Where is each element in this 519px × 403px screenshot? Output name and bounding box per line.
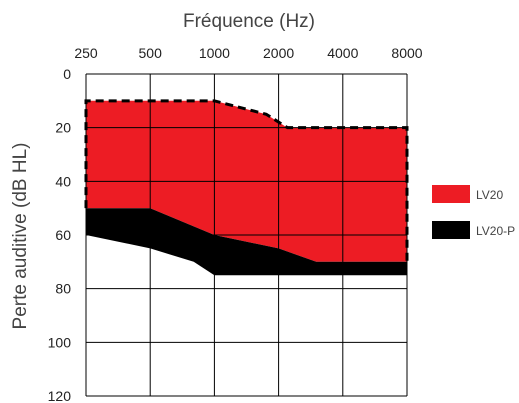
chart-title: Fréquence (Hz) <box>183 11 315 32</box>
y-tick-label-60: 60 <box>55 227 71 243</box>
y-tick-label-120: 120 <box>48 388 72 403</box>
series-boundary-dashed <box>84 99 409 262</box>
y-tick-label-100: 100 <box>48 334 72 350</box>
x-tick-label-1000: 1000 <box>199 45 230 61</box>
y-tick-label-0: 0 <box>63 66 71 82</box>
legend-label-lv20: LV20 <box>476 188 503 202</box>
y-tick-label-20: 20 <box>55 120 71 136</box>
grid-layer <box>85 73 408 397</box>
legend: LV20 LV20-P <box>432 185 515 239</box>
y-tick-labels: 0 20 40 60 80 100 120 <box>48 66 72 403</box>
x-tick-label-500: 500 <box>139 45 163 61</box>
series-band-lv20-p <box>86 208 407 276</box>
y-tick-label-80: 80 <box>55 281 71 297</box>
legend-label-lv20-p: LV20-P <box>476 224 515 238</box>
boundary-layer <box>84 99 409 262</box>
legend-swatch-lv20-p <box>432 221 470 239</box>
series-layer <box>86 100 407 276</box>
legend-swatch-lv20 <box>432 185 470 203</box>
x-tick-label-4000: 4000 <box>327 45 358 61</box>
y-tick-label-40: 40 <box>55 173 71 189</box>
x-tick-label-250: 250 <box>74 45 98 61</box>
x-tick-labels: 250 500 1000 2000 4000 8000 <box>74 45 422 61</box>
x-tick-label-2000: 2000 <box>263 45 294 61</box>
y-axis-label: Perte auditive (dB HL) <box>10 143 31 330</box>
x-tick-label-8000: 8000 <box>391 45 422 61</box>
